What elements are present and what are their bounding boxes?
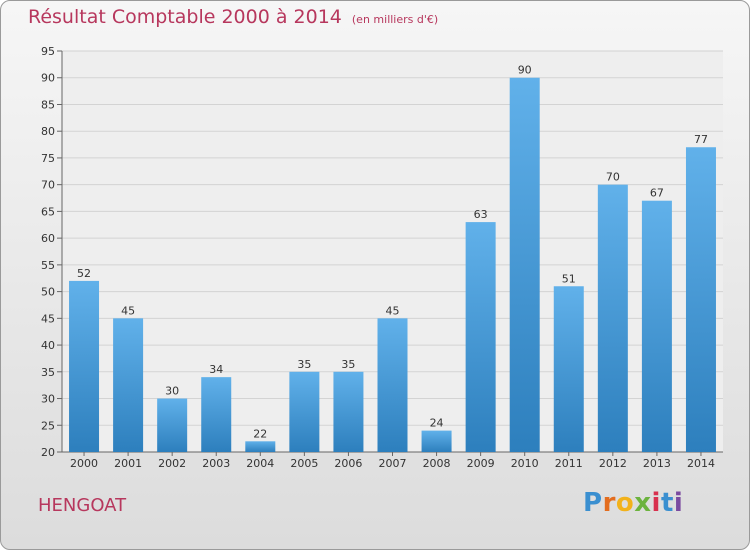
bar-value-label: 77: [694, 133, 708, 146]
logo-letter: i: [651, 488, 661, 518]
bar: [113, 318, 144, 452]
bar-value-label: 35: [341, 358, 355, 371]
bar: [421, 430, 452, 452]
bar-value-label: 24: [430, 417, 444, 430]
bar-value-label: 90: [518, 64, 532, 77]
y-tick-label: 30: [41, 393, 55, 406]
bar: [377, 318, 408, 452]
bar-value-label: 34: [209, 363, 223, 376]
logo-letter: r: [602, 488, 616, 518]
bar: [245, 441, 276, 452]
bar-value-label: 45: [386, 304, 400, 317]
logo-letter: P: [583, 488, 603, 518]
y-tick-label: 25: [41, 419, 55, 432]
y-tick-label: 90: [41, 72, 55, 85]
x-tick-label: 2010: [511, 457, 539, 470]
x-tick-label: 2004: [246, 457, 274, 470]
bar: [685, 147, 716, 453]
bar: [553, 286, 584, 452]
x-tick-label: 2005: [290, 457, 318, 470]
y-tick-label: 35: [41, 366, 55, 379]
x-tick-label: 2002: [158, 457, 186, 470]
bar-value-label: 67: [650, 187, 664, 200]
bar: [465, 222, 496, 452]
x-tick-label: 2007: [379, 457, 407, 470]
y-tick-label: 55: [41, 259, 55, 272]
place-name: HENGOAT: [38, 495, 127, 516]
y-tick-label: 70: [41, 179, 55, 192]
x-tick-label: 2012: [599, 457, 627, 470]
bar-value-label: 30: [165, 385, 179, 398]
x-tick-label: 2000: [70, 457, 98, 470]
bar-value-label: 45: [121, 304, 135, 317]
y-tick-label: 85: [41, 98, 55, 111]
bar-value-label: 35: [297, 358, 311, 371]
y-tick-label: 40: [41, 339, 55, 352]
x-tick-label: 2003: [202, 457, 230, 470]
bar: [289, 371, 320, 452]
y-tick-label: 95: [41, 45, 55, 58]
bar: [69, 280, 100, 452]
logo-letter: i: [673, 488, 684, 518]
y-tick-label: 80: [41, 125, 55, 138]
y-tick-label: 45: [41, 312, 55, 325]
proxiti-logo: Proxiti: [583, 488, 683, 518]
y-tick-label: 50: [41, 286, 55, 299]
x-tick-label: 2006: [334, 457, 362, 470]
bar-value-label: 63: [474, 208, 488, 221]
bar: [201, 377, 232, 452]
chart-title-text: Résultat Comptable 2000 à 2014: [28, 6, 342, 28]
bar: [509, 77, 540, 452]
y-tick-label: 75: [41, 152, 55, 165]
logo-letter: t: [660, 488, 674, 518]
x-tick-label: 2011: [555, 457, 583, 470]
bar-value-label: 22: [253, 427, 267, 440]
bar-value-label: 52: [77, 267, 91, 280]
y-tick-label: 60: [41, 232, 55, 245]
y-tick-label: 65: [41, 205, 55, 218]
x-tick-label: 2001: [114, 457, 142, 470]
y-tick-label: 20: [41, 446, 55, 459]
bar: [597, 184, 628, 452]
bar: [641, 200, 672, 452]
x-tick-label: 2009: [467, 457, 495, 470]
bar: [157, 398, 188, 452]
x-tick-label: 2008: [423, 457, 451, 470]
chart-unit: (en milliers d'€): [351, 13, 439, 26]
logo-letter: x: [634, 488, 652, 518]
bar: [333, 371, 364, 452]
x-tick-label: 2013: [643, 457, 671, 470]
bar-value-label: 70: [606, 171, 620, 184]
x-tick-label: 2014: [687, 457, 715, 470]
bar-value-label: 51: [562, 272, 576, 285]
logo-letter: o: [615, 488, 635, 518]
chart-title: Résultat Comptable 2000 à 2014 (en millie…: [28, 6, 438, 28]
